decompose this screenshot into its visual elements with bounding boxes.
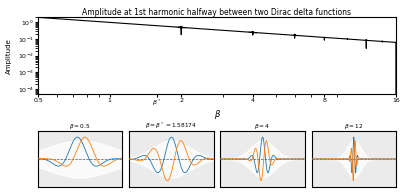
Title: $\beta = 12$: $\beta = 12$ — [344, 122, 364, 131]
Y-axis label: Amplitude: Amplitude — [6, 38, 12, 74]
Title: $\beta = 0.5$: $\beta = 0.5$ — [69, 122, 91, 131]
Title: Amplitude at 1st harmonic halfway between two Dirac delta functions: Amplitude at 1st harmonic halfway betwee… — [82, 8, 352, 17]
X-axis label: β: β — [214, 110, 220, 119]
Title: $\beta = \beta^* = 1.58174$: $\beta = \beta^* = 1.58174$ — [145, 120, 198, 131]
Title: $\beta = 4$: $\beta = 4$ — [254, 122, 271, 131]
